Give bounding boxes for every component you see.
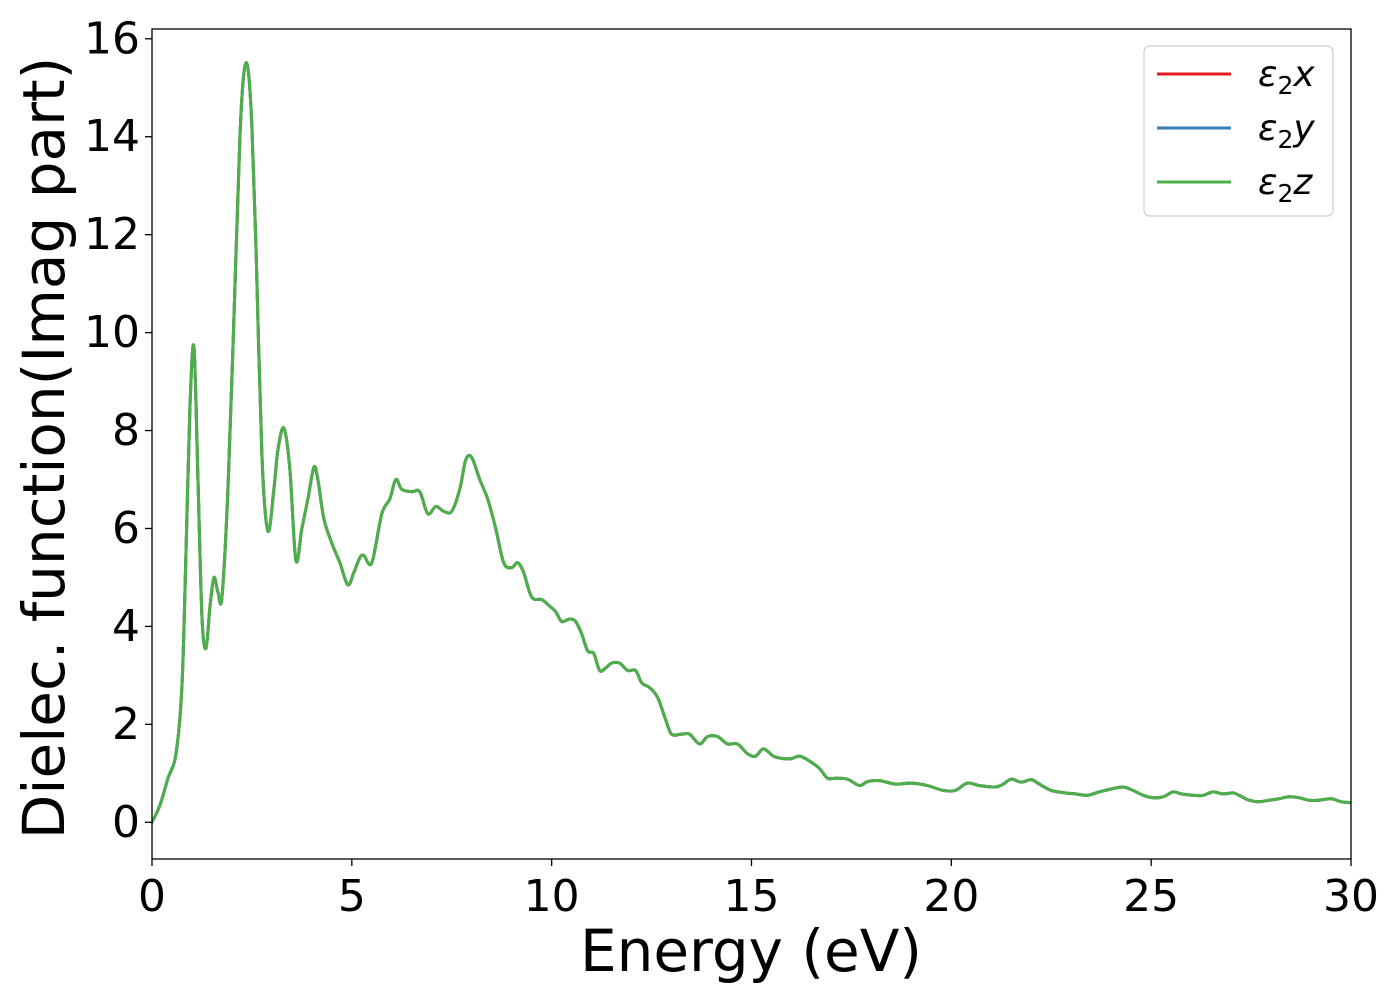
x-tick-label: 0: [138, 871, 166, 922]
y-tick-label: 0: [112, 797, 140, 848]
y-tick-label: 12: [84, 209, 140, 260]
x-tick-label: 15: [724, 871, 780, 922]
y-axis: 0 2 4 6 8 10 12 14 16: [84, 13, 152, 848]
y-axis-label: Dielec. function(Imag part): [10, 57, 78, 840]
legend-label-x: ε2x: [1258, 54, 1315, 100]
series-layer: [152, 61, 1351, 824]
x-axis-label: Energy (eV): [580, 917, 922, 985]
y-tick-label: 6: [112, 503, 140, 554]
legend-label-z: ε2z: [1258, 162, 1313, 208]
y-tick-label: 16: [84, 13, 140, 64]
x-tick-label: 5: [338, 871, 366, 922]
y-tick-label: 14: [84, 111, 140, 162]
legend: ε2x ε2y ε2z: [1143, 45, 1334, 217]
series-line-z: [152, 61, 1351, 824]
y-tick-label: 2: [112, 699, 140, 750]
legend-label-y: ε2y: [1258, 108, 1315, 154]
x-tick-label: 25: [1123, 871, 1179, 922]
legend-box: [1143, 45, 1334, 217]
y-tick-label: 4: [112, 601, 140, 652]
y-tick-label: 8: [112, 405, 140, 456]
x-tick-label: 30: [1323, 871, 1379, 922]
x-axis: 0 5 10 15 20 25 30: [138, 859, 1379, 922]
x-tick-label: 10: [524, 871, 580, 922]
x-tick-label: 20: [923, 871, 979, 922]
y-tick-label: 10: [84, 307, 140, 358]
